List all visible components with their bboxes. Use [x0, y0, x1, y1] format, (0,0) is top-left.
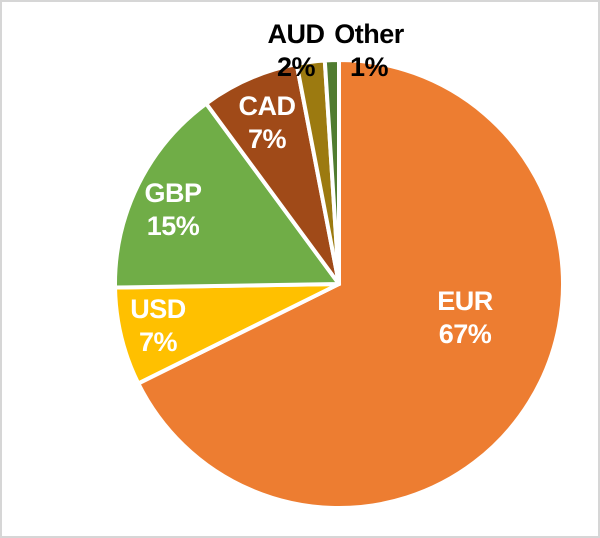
pie-slice-gbp [113, 101, 341, 290]
pie-slice-other [322, 57, 341, 286]
pie-slice-eur [136, 58, 565, 510]
